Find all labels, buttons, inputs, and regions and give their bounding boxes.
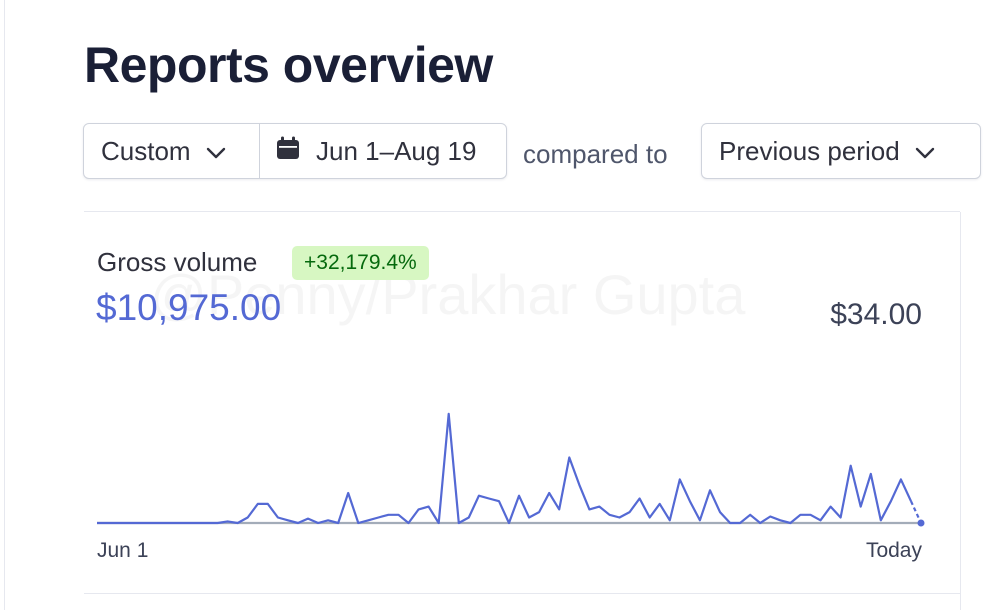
comparison-select[interactable]: Previous period: [701, 123, 981, 179]
current-period-partial-line: [910, 500, 922, 524]
compared-to-label: compared to: [523, 139, 668, 169]
section-divider-top: [84, 211, 960, 212]
comparison-select-label: Previous period: [719, 135, 900, 166]
date-picker-button[interactable]: Jun 1–Aug 19: [260, 124, 506, 178]
chevron-down-icon: [205, 136, 227, 167]
left-divider: [4, 0, 5, 610]
today-point: [917, 519, 925, 527]
current-value: $10,975.00: [96, 287, 282, 328]
change-badge: +32,179.4%: [292, 246, 429, 280]
date-range-control: Custom Jun 1–Aug 19: [83, 123, 507, 179]
x-axis-end-label: Today: [865, 539, 922, 562]
metric-title[interactable]: Gross volume: [97, 247, 258, 277]
range-select-label: Custom: [101, 135, 191, 166]
page-title: Reports overview: [84, 37, 493, 93]
range-select[interactable]: Custom: [84, 124, 260, 178]
previous-value: $34.00: [830, 298, 922, 331]
calendar-icon: [276, 136, 300, 167]
current-period-line: [97, 412, 912, 525]
date-range-label: Jun 1–Aug 19: [316, 135, 477, 166]
x-axis-start-label: Jun 1: [97, 539, 149, 562]
chevron-down-icon: [914, 136, 936, 167]
section-divider-bottom: [84, 593, 960, 594]
card-divider: [960, 212, 961, 610]
